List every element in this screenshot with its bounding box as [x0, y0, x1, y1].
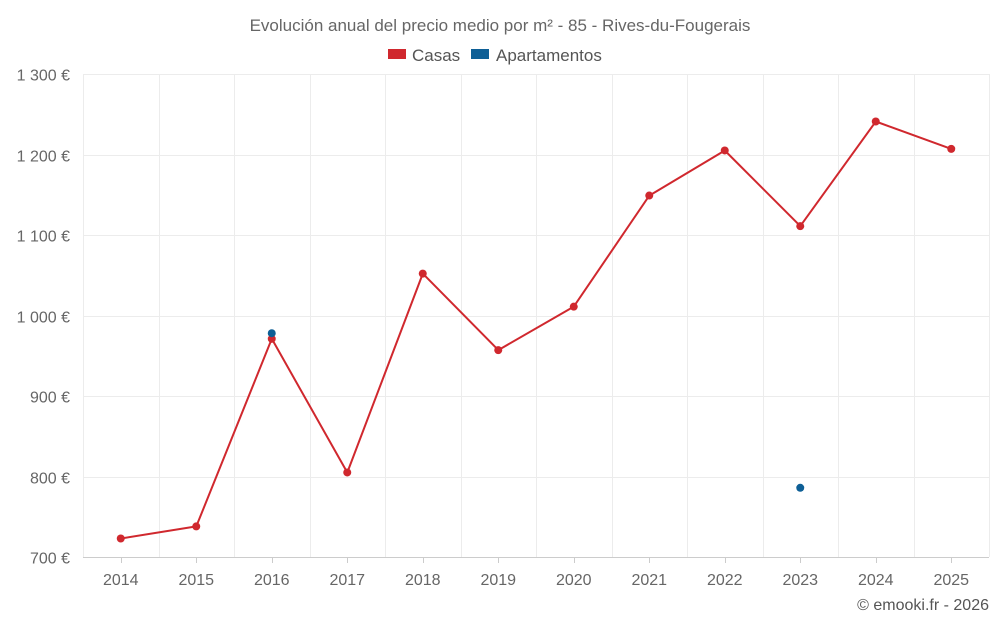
data-point-casas[interactable]	[645, 191, 654, 200]
data-point-casas[interactable]	[947, 144, 956, 153]
legend-label-casas: Casas	[412, 46, 460, 65]
legend-swatch-casas	[388, 49, 406, 59]
data-point-casas[interactable]	[192, 522, 201, 531]
gridlines	[83, 74, 990, 557]
y-tick-label: 1 100 €	[17, 229, 70, 246]
y-tick-label: 700 €	[30, 551, 70, 568]
x-tick-label: 2021	[631, 572, 667, 589]
axes: 700 € 800 € 900 € 1 000 € 1 100 € 1 200 € 1 30…	[17, 68, 989, 589]
legend: Casas Apartamentos	[388, 46, 602, 65]
x-tick-label: 2024	[858, 572, 894, 589]
credit-text: © emooki.fr - 2026	[857, 597, 989, 614]
series-line-casas	[120, 120, 952, 540]
series-casas	[116, 117, 956, 543]
chart-title: Evolución anual del precio medio por m² …	[250, 16, 751, 35]
series-apartamentos	[267, 329, 805, 492]
legend-label-apartamentos: Apartamentos	[496, 46, 602, 65]
x-tick-label: 2025	[933, 572, 969, 589]
data-point-casas[interactable]	[569, 302, 578, 311]
legend-item-casas[interactable]: Casas	[388, 46, 460, 65]
y-tick-label: 1 200 €	[17, 149, 70, 166]
y-tick-label: 900 €	[30, 390, 70, 407]
x-tick-label: 2020	[556, 572, 592, 589]
data-point-casas[interactable]	[720, 146, 729, 155]
x-tick-label: 2014	[103, 572, 139, 589]
x-tick-label: 2017	[329, 572, 365, 589]
x-tick-label: 2019	[480, 572, 516, 589]
series	[116, 117, 956, 543]
data-point-casas[interactable]	[871, 117, 880, 126]
x-tick-label: 2023	[782, 572, 818, 589]
data-point-apartamentos[interactable]	[796, 483, 805, 492]
data-point-casas[interactable]	[267, 334, 276, 343]
x-tick-label: 2022	[707, 572, 743, 589]
data-point-casas[interactable]	[494, 346, 503, 355]
x-tick-label: 2016	[254, 572, 290, 589]
y-tick-label: 800 €	[30, 471, 70, 488]
y-tick-label: 1 000 €	[17, 310, 70, 327]
data-point-casas[interactable]	[796, 222, 805, 231]
legend-swatch-apartamentos	[471, 49, 489, 59]
data-point-casas[interactable]	[116, 534, 125, 543]
y-tick-label: 1 300 €	[17, 68, 70, 85]
x-tick-label: 2018	[405, 572, 441, 589]
data-point-casas[interactable]	[418, 269, 427, 278]
x-tick-label: 2015	[178, 572, 214, 589]
data-point-casas[interactable]	[343, 468, 352, 477]
legend-item-apartamentos[interactable]: Apartamentos	[471, 46, 602, 65]
data-point-apartamentos[interactable]	[267, 329, 276, 338]
